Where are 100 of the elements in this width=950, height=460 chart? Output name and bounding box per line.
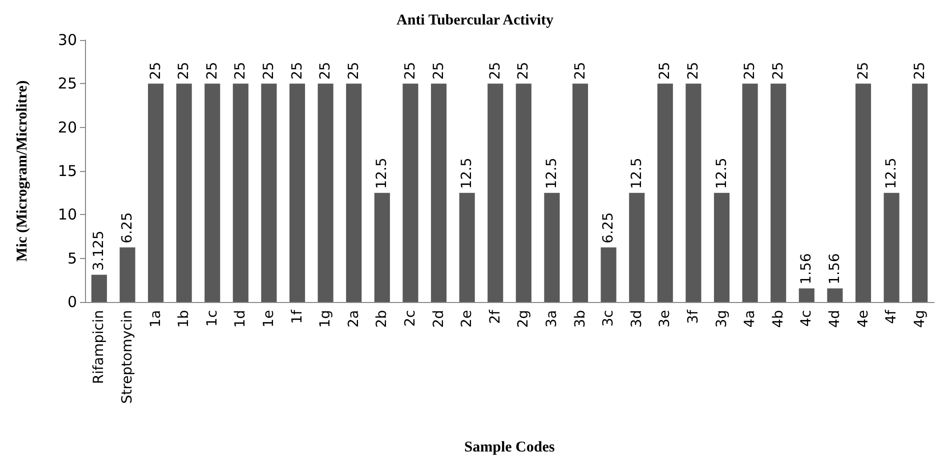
x-tick-label: Rifampicin <box>91 310 108 384</box>
x-tick-label: 1b <box>176 310 192 328</box>
bar <box>714 192 730 302</box>
x-tick-label: 4e <box>855 310 872 328</box>
data-label: 3.125 <box>91 230 108 271</box>
x-tick-label: 4b <box>770 310 786 328</box>
data-label: 25 <box>148 62 164 80</box>
y-tick-label: 5 <box>67 249 77 268</box>
x-tick-label: 4f <box>884 308 900 324</box>
bar <box>884 192 900 302</box>
bar <box>686 84 702 302</box>
y-tick-label: 20 <box>58 118 77 136</box>
bar <box>488 84 504 302</box>
data-label: 25 <box>770 62 786 80</box>
x-tick-label: 1a <box>148 310 164 328</box>
bar <box>629 192 645 302</box>
x-tick-label: 1g <box>318 310 334 328</box>
data-label: 12.5 <box>544 158 560 189</box>
x-tick-label: 2d <box>430 310 447 328</box>
x-tick-label: 1d <box>232 310 249 328</box>
bar <box>600 247 616 302</box>
x-tick-label: 3b <box>572 310 588 328</box>
x-tick-label: 2a <box>346 310 362 328</box>
bar <box>232 84 248 302</box>
bar <box>176 84 192 302</box>
x-tick-label: 3f <box>685 308 702 324</box>
bar <box>657 84 673 302</box>
x-tick-label: 1f <box>289 308 306 324</box>
bar <box>430 84 447 302</box>
x-tick-label: 1c <box>204 310 220 327</box>
data-label: 25 <box>685 62 702 80</box>
data-label: 25 <box>572 62 588 80</box>
data-label: 25 <box>289 62 306 80</box>
x-tick-label: 4c <box>798 310 815 327</box>
x-tick-label: Streptomycin <box>119 310 136 404</box>
data-label: 25 <box>346 62 362 80</box>
data-label: 12.5 <box>714 158 730 189</box>
x-tick-label: 4a <box>742 310 758 328</box>
x-tick-label: 3c <box>600 310 617 327</box>
y-axis-title: Mic (Microgram/Microlitre) <box>14 80 30 262</box>
x-axis-title: Sample Codes <box>464 440 555 456</box>
data-label: 1.56 <box>826 253 843 284</box>
data-label: 25 <box>912 62 928 80</box>
data-label: 25 <box>487 62 504 80</box>
x-tick-label: 3e <box>657 310 674 328</box>
y-tick-label: 25 <box>58 74 77 93</box>
bar <box>289 84 306 302</box>
bar <box>402 84 418 302</box>
bar <box>516 84 532 302</box>
data-label: 25 <box>260 62 277 80</box>
bar <box>204 84 220 302</box>
x-tick-label: 1e <box>260 310 277 328</box>
data-label: 25 <box>430 62 447 80</box>
bar <box>544 192 560 302</box>
data-label: 25 <box>402 62 418 80</box>
data-label: 25 <box>204 62 220 80</box>
x-tick-label: 4d <box>826 310 843 328</box>
chart-title: Anti Tubercular Activity <box>396 12 554 28</box>
bar <box>91 274 107 302</box>
data-label: 6.25 <box>119 212 136 244</box>
bar <box>374 192 390 302</box>
x-tick-label: 3d <box>628 310 645 328</box>
x-tick-label: 3a <box>544 310 560 328</box>
bar <box>459 192 475 302</box>
x-tick-label: 2f <box>487 308 504 324</box>
data-label: 12.5 <box>884 158 900 189</box>
bar <box>798 288 814 302</box>
x-tick-label: 2g <box>516 310 532 328</box>
bar <box>572 84 588 302</box>
data-label: 12.5 <box>374 158 390 189</box>
bar <box>912 84 928 302</box>
bar <box>855 84 872 302</box>
bar <box>318 84 334 302</box>
bar <box>148 84 164 302</box>
bar <box>742 84 758 302</box>
x-tick-label: 4g <box>912 310 928 328</box>
y-tick-label: 0 <box>67 293 77 311</box>
data-label: 25 <box>176 62 192 80</box>
data-label: 1.56 <box>798 253 815 284</box>
data-label: 25 <box>855 62 872 80</box>
data-label: 6.25 <box>600 212 617 244</box>
bar <box>770 84 786 302</box>
bar <box>261 84 277 302</box>
x-tick-label: 2b <box>374 310 390 328</box>
data-label: 25 <box>657 62 674 80</box>
y-tick-label: 15 <box>58 162 77 180</box>
data-label: 12.5 <box>459 158 476 189</box>
y-tick-label: 30 <box>58 31 77 49</box>
y-tick-label: 10 <box>58 206 77 224</box>
data-label: 25 <box>318 62 334 80</box>
x-tick-label: 2e <box>459 310 476 328</box>
data-label: 12.5 <box>628 158 645 189</box>
bar <box>827 288 843 302</box>
x-tick-label: 2c <box>402 310 418 327</box>
data-label: 25 <box>742 62 758 80</box>
data-label: 25 <box>516 62 532 80</box>
x-tick-label: 3g <box>714 310 730 328</box>
data-label: 25 <box>232 62 249 80</box>
bar <box>346 84 362 302</box>
bar <box>120 247 136 302</box>
